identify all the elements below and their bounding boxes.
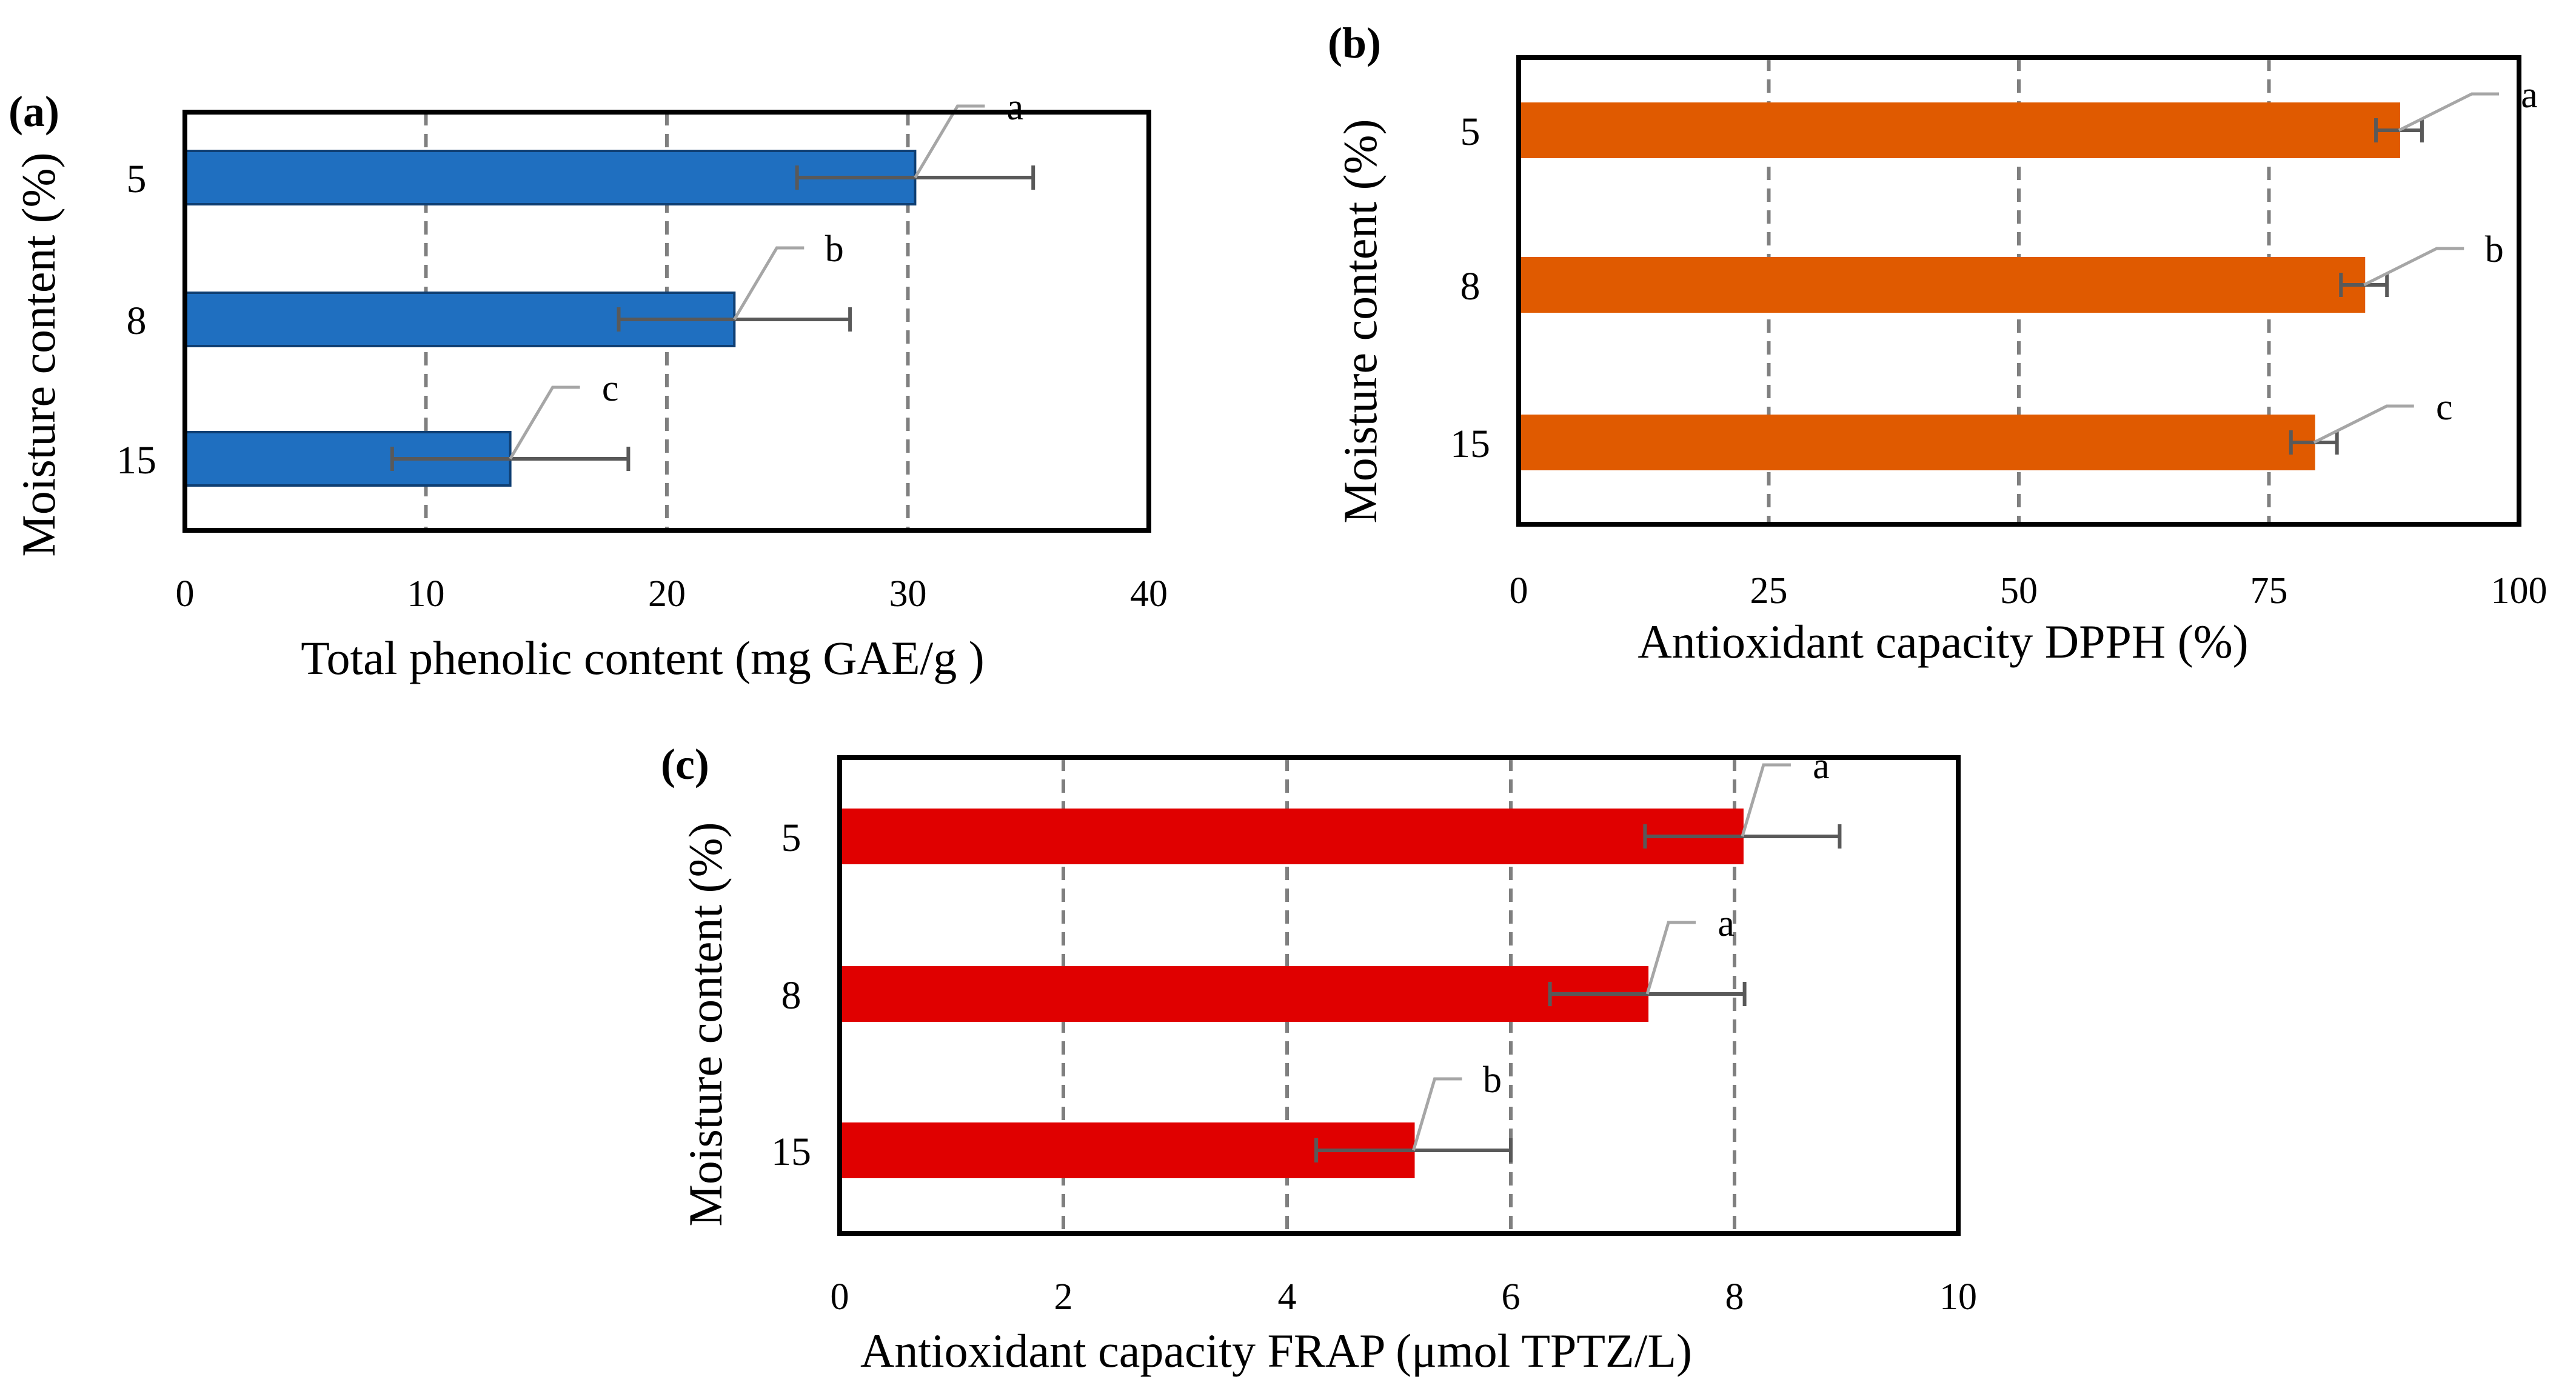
bar-5 xyxy=(838,809,1744,864)
x-tick-label: 2 xyxy=(1054,1276,1073,1318)
x-axis-title: Total phenolic content (mg GAE/g ) xyxy=(301,632,984,684)
plot-frame xyxy=(837,755,1961,1236)
panel-label: (c) xyxy=(661,740,709,789)
x-axis-title: Antioxidant capacity DPPH (%) xyxy=(1638,615,2248,668)
category-label: 8 xyxy=(127,299,147,343)
x-tick-label: 30 xyxy=(889,573,927,615)
significance-letter: a xyxy=(2521,75,2538,116)
annotation-leader-line xyxy=(733,246,805,321)
x-tick-label: 100 xyxy=(2491,570,2548,612)
significance-letter: a xyxy=(1813,745,1830,787)
plot-frame xyxy=(1516,55,2521,527)
plot-frame xyxy=(182,110,1151,533)
panel-label: (a) xyxy=(8,87,59,136)
significance-letter: a xyxy=(1718,903,1735,944)
bar-8 xyxy=(1517,257,2366,313)
x-tick-label: 4 xyxy=(1278,1276,1297,1318)
category-label: 5 xyxy=(781,816,801,860)
annotation-leader-line xyxy=(509,385,580,460)
significance-letter: c xyxy=(602,368,619,409)
x-tick-label: 10 xyxy=(407,573,445,615)
x-tick-label: 6 xyxy=(1502,1276,1521,1318)
x-tick-label: 40 xyxy=(1130,573,1168,615)
x-tick-label: 50 xyxy=(2000,570,2038,612)
category-label: 8 xyxy=(1460,264,1480,308)
significance-letter: a xyxy=(1007,87,1024,128)
x-tick-label: 0 xyxy=(831,1276,849,1318)
x-tick-label: 0 xyxy=(1510,570,1528,612)
annotation-leader-line xyxy=(2398,92,2499,132)
category-label: 15 xyxy=(116,438,156,482)
annotation-leader-line xyxy=(2313,404,2414,444)
significance-letter: c xyxy=(2436,387,2453,428)
category-label: 8 xyxy=(781,973,801,1018)
annotation-leader-line xyxy=(2363,247,2464,287)
bar-8 xyxy=(838,966,1649,1022)
annotation-leader-line xyxy=(1645,921,1696,995)
annotation-leader-line xyxy=(914,104,985,179)
chart-panel-b: a 5 b 8 c 15 0 25 50 75 100 Antioxidant capacity DP… xyxy=(1328,19,2548,668)
y-axis-title: Moisture content (%) xyxy=(679,822,732,1226)
bar-5 xyxy=(1517,102,2400,158)
x-tick-label: 8 xyxy=(1725,1276,1744,1318)
category-label: 15 xyxy=(771,1130,811,1174)
bar-15 xyxy=(1517,415,2315,470)
x-axis-title: Antioxidant capacity FRAP (μmol TPTZ/L) xyxy=(860,1324,1692,1377)
x-tick-label: 25 xyxy=(1750,570,1788,612)
panel-label: (b) xyxy=(1328,19,1381,67)
y-axis-title: Moisture content (%) xyxy=(12,152,65,556)
category-label: 5 xyxy=(1460,110,1480,154)
chart-panel-c: a 5 a 8 b 15 0 2 4 6 8 10 Antioxidant capacity FRAP … xyxy=(661,740,1977,1377)
category-label: 15 xyxy=(1450,422,1490,466)
significance-letter: b xyxy=(2485,229,2504,270)
annotation-leader-line xyxy=(1412,1077,1462,1151)
x-tick-label: 20 xyxy=(648,573,686,615)
significance-letter: b xyxy=(1483,1059,1502,1101)
y-axis-title: Moisture content (%) xyxy=(1334,119,1387,523)
x-tick-label: 75 xyxy=(2250,570,2288,612)
category-label: 5 xyxy=(127,157,147,201)
annotation-leader-line xyxy=(1741,763,1791,837)
chart-panel-a: a 5 b 8 c 15 0 10 20 30 40 Total phenolic content (… xyxy=(8,87,1168,684)
significance-letter: b xyxy=(825,228,844,270)
x-tick-label: 10 xyxy=(1939,1276,1977,1318)
x-tick-label: 0 xyxy=(176,573,195,615)
